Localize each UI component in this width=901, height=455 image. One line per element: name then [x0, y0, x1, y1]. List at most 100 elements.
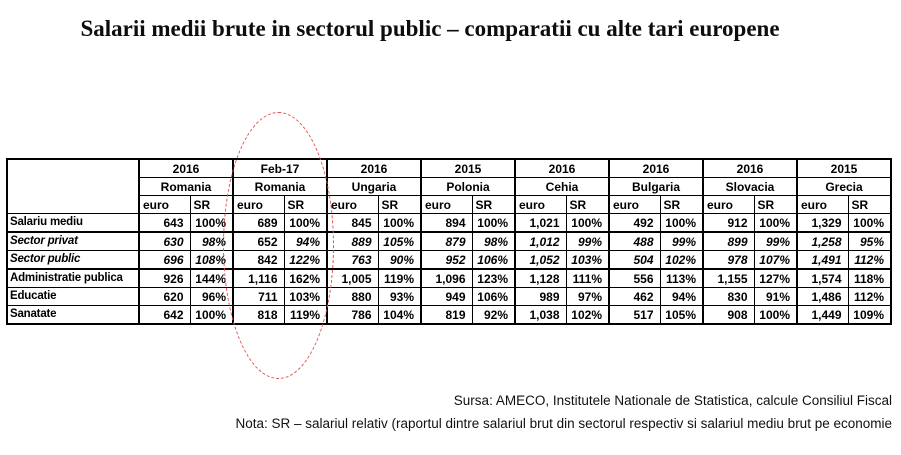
- unit-header: euro: [138, 195, 191, 214]
- value-cell: 1,012: [514, 231, 567, 251]
- unit-header: euro: [420, 195, 473, 214]
- value-cell: 879: [420, 231, 473, 251]
- value-cell: 630: [138, 231, 191, 251]
- row-label: Salariu mediu: [6, 213, 140, 233]
- value-cell: 105%: [377, 231, 422, 251]
- value-cell: 711: [232, 287, 285, 306]
- value-cell: 100%: [659, 213, 704, 233]
- value-cell: 106%: [471, 287, 516, 306]
- value-cell: 912: [702, 213, 755, 233]
- value-cell: 93%: [377, 287, 422, 306]
- row-label: Administratie publica: [6, 268, 140, 288]
- value-cell: 98%: [189, 231, 234, 251]
- value-cell: 462: [608, 287, 661, 306]
- row-label: Sector privat: [6, 231, 140, 251]
- year-header: Feb-17: [232, 158, 328, 178]
- value-cell: 94%: [283, 231, 328, 251]
- row-label: Sanatate: [6, 305, 140, 325]
- value-cell: 556: [608, 268, 661, 288]
- value-cell: 1,052: [514, 250, 567, 270]
- unit-header: SR: [471, 195, 516, 214]
- value-cell: 144%: [189, 268, 234, 288]
- value-cell: 989: [514, 287, 567, 306]
- value-cell: 889: [326, 231, 379, 251]
- value-cell: 111%: [565, 268, 610, 288]
- unit-header: euro: [608, 195, 661, 214]
- value-cell: 105%: [659, 305, 704, 325]
- country-header: Romania: [138, 177, 234, 196]
- value-cell: 689: [232, 213, 285, 233]
- value-cell: 100%: [189, 305, 234, 325]
- value-cell: 696: [138, 250, 191, 270]
- value-cell: 1,021: [514, 213, 567, 233]
- value-cell: 92%: [471, 305, 516, 325]
- row-label: Educatie: [6, 287, 140, 306]
- value-cell: 118%: [847, 268, 892, 288]
- value-cell: 492: [608, 213, 661, 233]
- table-row: Sector public 696 108% 842 122% 763 90% 952 106%…: [6, 250, 892, 270]
- value-cell: 100%: [753, 305, 798, 325]
- year-header: 2016: [702, 158, 798, 178]
- value-cell: 91%: [753, 287, 798, 306]
- year-header: 2015: [420, 158, 516, 178]
- value-cell: 1,574: [796, 268, 849, 288]
- value-cell: 100%: [377, 213, 422, 233]
- footer: Sursa: AMECO, Institutele Nationale de S…: [235, 389, 892, 435]
- corner-cell: [6, 158, 140, 214]
- unit-header: SR: [283, 195, 328, 214]
- value-cell: 99%: [565, 231, 610, 251]
- value-cell: 818: [232, 305, 285, 325]
- value-cell: 1,155: [702, 268, 755, 288]
- value-cell: 107%: [753, 250, 798, 270]
- year-header: 2016: [326, 158, 422, 178]
- value-cell: 100%: [565, 213, 610, 233]
- table-row: Sector privat 630 98% 652 94% 889 105% 879 98% 1,…: [6, 231, 892, 251]
- value-cell: 845: [326, 213, 379, 233]
- country-header: Cehia: [514, 177, 610, 196]
- value-cell: 96%: [189, 287, 234, 306]
- unit-header: SR: [753, 195, 798, 214]
- value-cell: 1,128: [514, 268, 567, 288]
- value-cell: 488: [608, 231, 661, 251]
- value-cell: 113%: [659, 268, 704, 288]
- value-cell: 830: [702, 287, 755, 306]
- value-cell: 103%: [565, 250, 610, 270]
- unit-header: SR: [189, 195, 234, 214]
- value-cell: 1,116: [232, 268, 285, 288]
- country-header: Polonia: [420, 177, 516, 196]
- value-cell: 880: [326, 287, 379, 306]
- value-cell: 978: [702, 250, 755, 270]
- value-cell: 643: [138, 213, 191, 233]
- value-cell: 112%: [847, 287, 892, 306]
- country-header: Bulgaria: [608, 177, 704, 196]
- value-cell: 1,486: [796, 287, 849, 306]
- source-note: Sursa: AMECO, Institutele Nationale de S…: [453, 393, 892, 408]
- value-cell: 94%: [659, 287, 704, 306]
- value-cell: 1,005: [326, 268, 379, 288]
- table-row: Educatie 620 96% 711 103% 880 93% 949 106% 989 97%…: [6, 287, 892, 306]
- value-cell: 98%: [471, 231, 516, 251]
- value-cell: 100%: [283, 213, 328, 233]
- value-cell: 1,491: [796, 250, 849, 270]
- value-cell: 102%: [565, 305, 610, 325]
- value-cell: 899: [702, 231, 755, 251]
- year-header: 2016: [514, 158, 610, 178]
- table-row: Administratie publica 926 144% 1,116 162% 1,0…: [6, 268, 892, 288]
- unit-header: SR: [659, 195, 704, 214]
- value-cell: 106%: [471, 250, 516, 270]
- salary-table: 2016 Feb-17 2016 2015 2016 2016 2016 2015 Romani…: [6, 158, 892, 325]
- value-cell: 504: [608, 250, 661, 270]
- value-cell: 104%: [377, 305, 422, 325]
- value-cell: 109%: [847, 305, 892, 325]
- value-cell: 127%: [753, 268, 798, 288]
- value-cell: 99%: [753, 231, 798, 251]
- value-cell: 1,038: [514, 305, 567, 325]
- value-cell: 100%: [471, 213, 516, 233]
- value-cell: 1,449: [796, 305, 849, 325]
- value-cell: 122%: [283, 250, 328, 270]
- value-cell: 162%: [283, 268, 328, 288]
- value-cell: 926: [138, 268, 191, 288]
- value-cell: 517: [608, 305, 661, 325]
- unit-header: SR: [377, 195, 422, 214]
- year-header: 2016: [138, 158, 234, 178]
